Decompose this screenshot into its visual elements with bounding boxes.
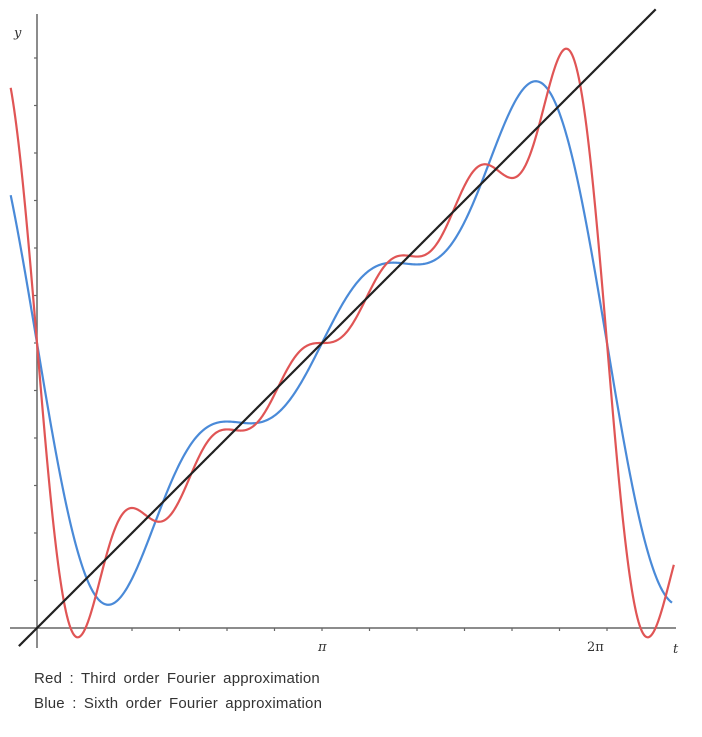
x-ticks	[83, 628, 656, 631]
legend-red: Red : Third order Fourier approximation	[34, 670, 320, 687]
fourier-plot: y t π 2π	[9, 8, 679, 657]
curves	[9, 8, 675, 647]
y-ticks	[34, 57, 37, 582]
y-axis-label: y	[13, 26, 22, 41]
two-pi-tick-label: 2π	[587, 640, 604, 655]
axes: y t π 2π	[10, 14, 679, 657]
blue-curve	[9, 80, 673, 606]
x-axis-label: t	[673, 642, 679, 657]
identity-line	[18, 8, 657, 647]
pi-tick-label: π	[317, 640, 327, 655]
legend-blue: Blue : Sixth order Fourier approximation	[34, 695, 323, 712]
red-curve	[9, 47, 675, 639]
